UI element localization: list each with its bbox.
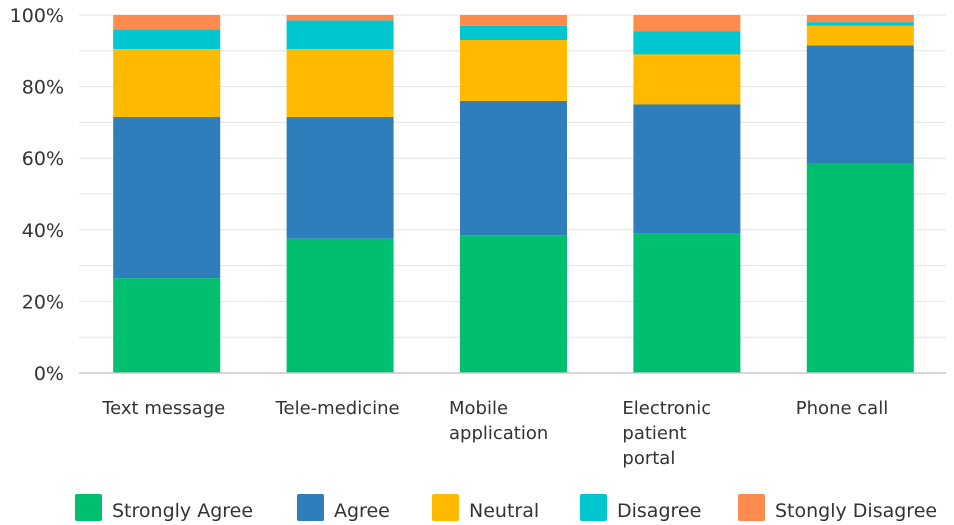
bar-segment — [633, 15, 741, 32]
x-tick-label: Phone call — [796, 398, 888, 419]
bar-segment — [286, 15, 394, 21]
legend-label: Stongly Disagree — [775, 500, 937, 521]
bars — [113, 15, 914, 373]
y-tick-label: 20% — [22, 291, 64, 313]
legend-label: Agree — [334, 500, 390, 521]
y-tick-label: 60% — [22, 148, 64, 170]
legend-label: Strongly Agree — [112, 500, 253, 521]
bar-segment — [806, 15, 914, 23]
y-tick-label: 0% — [34, 363, 64, 385]
bar-segment — [633, 104, 741, 234]
bar-segment — [460, 15, 567, 26]
bar-segment — [113, 29, 221, 50]
bar-segment — [806, 25, 914, 46]
legend-swatch — [75, 494, 102, 521]
x-tick-label: Tele-medicine — [275, 398, 400, 419]
bar-segment — [286, 117, 394, 239]
bar-segment — [286, 49, 394, 118]
bar-segment — [286, 238, 394, 373]
bar-segment — [460, 235, 567, 373]
bar-segment — [113, 278, 221, 373]
bar-segment — [113, 49, 221, 118]
bar-segment — [633, 233, 741, 373]
x-tick-label: Text message — [101, 398, 225, 419]
x-tick-label: Mobile application — [449, 398, 548, 444]
bar-segment — [460, 25, 567, 41]
bar-segment — [806, 45, 914, 164]
bar-segment — [633, 54, 741, 105]
x-tick-label: Electronic patient portal — [622, 398, 711, 469]
bar-segment — [113, 117, 221, 279]
bar-segment — [806, 22, 914, 26]
bar-segment — [460, 40, 567, 101]
legend-swatch — [432, 494, 459, 521]
bar-segment — [113, 15, 221, 30]
bar-segment — [286, 20, 394, 50]
legend-swatch — [580, 494, 607, 521]
bar-segment — [460, 100, 567, 236]
y-tick-label: 80% — [22, 77, 64, 99]
legend: Strongly Agree Agree Neutral Disagree Stongl… — [75, 494, 937, 522]
legend-label: Disagree — [617, 500, 701, 521]
bar-segment — [633, 31, 741, 55]
legend-swatch — [738, 494, 765, 521]
y-tick-label: 100% — [10, 5, 64, 27]
legend-swatch — [297, 494, 324, 521]
bar-segment — [806, 163, 914, 373]
axes: 0% 20% 40% 60% 80% 100% Text message Tele-medic… — [10, 5, 946, 469]
legend-label: Neutral — [469, 500, 539, 521]
y-tick-label: 40% — [22, 220, 64, 242]
